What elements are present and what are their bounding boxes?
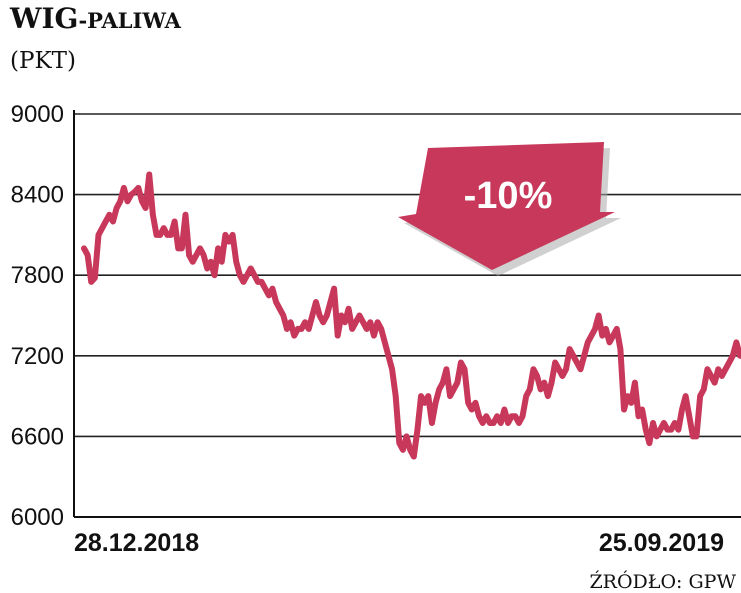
y-tick-label: 7200 [11, 343, 64, 370]
decline-callout: -10% [398, 142, 621, 276]
series-layer [81, 171, 741, 460]
chart-title-main: WIG [9, 2, 78, 35]
callout-arrow [398, 142, 615, 270]
x-tick-label-start: 28.12.2018 [74, 529, 199, 557]
y-tick-label: 6600 [11, 423, 64, 450]
chart-title: WIG-PALIWA [9, 2, 182, 35]
y-tick-label: 8400 [11, 182, 64, 209]
source-note: ŹRÓDŁO: GPW [589, 570, 736, 593]
chart-unit: (PKT) [10, 48, 76, 74]
y-tick-label: 6000 [11, 504, 64, 531]
chart-title-suffix: -PALIWA [78, 8, 181, 33]
y-tick-label: 7800 [11, 262, 64, 289]
callout-label: -10% [464, 175, 553, 217]
y-axis-ticks: 9000 8400 7800 7200 6600 6000 [11, 101, 64, 531]
y-tick-label: 9000 [11, 101, 64, 128]
x-tick-label-end: 25.09.2019 [599, 529, 724, 557]
axis-lines [73, 110, 741, 518]
series-line-0 [81, 171, 741, 460]
